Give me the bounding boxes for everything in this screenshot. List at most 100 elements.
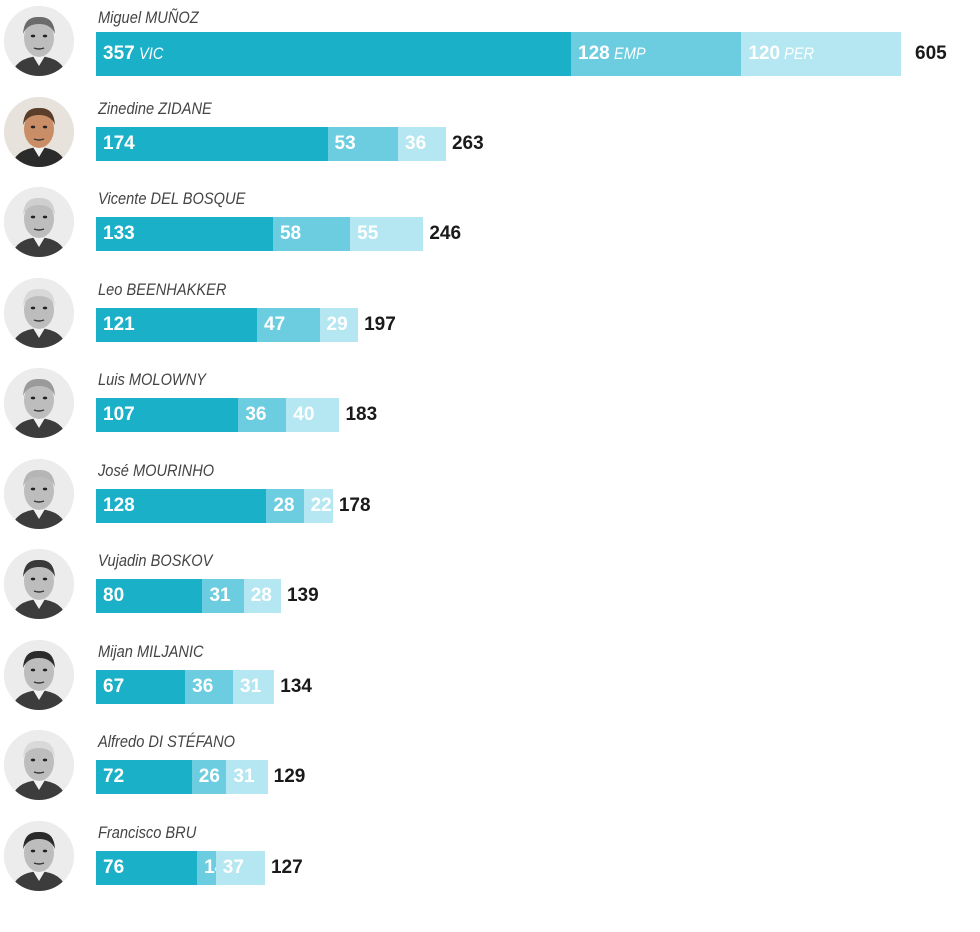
bar-segment-vic xyxy=(96,308,257,342)
bar-segment-vic xyxy=(96,32,572,76)
segment-value: 58 xyxy=(279,223,302,244)
total-value: 183 xyxy=(345,404,378,425)
bar-segment-per xyxy=(319,308,359,342)
segment-value-label: 40 xyxy=(293,398,314,432)
coach-name: Mijan MILJANIC xyxy=(98,642,204,661)
bar-segment-per xyxy=(350,217,424,251)
segment-value-label: 26 xyxy=(199,760,220,794)
bar-segment-emp xyxy=(272,217,351,251)
segment-value: 22 xyxy=(310,495,332,516)
segment-value-label: 31 xyxy=(240,670,261,704)
bar-segment-per xyxy=(303,489,333,523)
segment-value-label: 37 xyxy=(223,851,244,885)
segment-value: 47 xyxy=(264,314,286,335)
segment-value-label: 31 xyxy=(209,579,230,613)
coach-row: Alfredo DI STÉFANO 72 26 31 129 xyxy=(0,726,980,816)
total-value: 246 xyxy=(429,223,462,244)
segment-value-label: 120 PER xyxy=(748,32,819,76)
segment-value: 120 xyxy=(748,43,781,64)
coach-portrait-icon xyxy=(4,278,74,348)
coach-row: Zinedine ZIDANE 174 53 36 263 xyxy=(0,93,980,183)
segment-value: 36 xyxy=(245,404,267,425)
bar-segment-emp xyxy=(238,398,287,432)
total-value: 605 xyxy=(915,43,947,64)
segment-value: 121 xyxy=(103,314,135,335)
coach-name: Alfredo DI STÉFANO xyxy=(98,732,236,751)
segment-value-label: 121 xyxy=(103,308,135,342)
segment-value: 357 xyxy=(103,43,135,64)
coach-row: Luis MOLOWNY 107 36 40 183 xyxy=(0,364,980,454)
segment-value: 55 xyxy=(357,223,379,244)
coach-row: Vicente DEL BOSQUE 133 58 55 246 xyxy=(0,183,980,273)
total-value: 197 xyxy=(364,314,396,335)
segment-value-label: 128 xyxy=(103,489,135,523)
segment-value-label: 80 xyxy=(103,579,124,613)
coach-name: José MOURINHO xyxy=(98,461,215,480)
segment-value-label: 67 xyxy=(103,670,124,704)
coach-row: José MOURINHO 128 28 22 178 xyxy=(0,455,980,545)
segment-value-label: 22 xyxy=(311,489,332,523)
coach-name: Vujadin BOSKOV xyxy=(98,551,213,570)
bar-segment-per xyxy=(226,760,268,794)
bar-segment-per xyxy=(243,579,281,613)
segment-category-label: EMP xyxy=(613,44,646,63)
total-value: 263 xyxy=(451,133,484,154)
segment-value: 174 xyxy=(103,133,135,154)
bar-segment-per xyxy=(398,127,446,161)
total-value: 134 xyxy=(280,676,312,697)
coach-portrait-icon xyxy=(4,730,74,800)
bar-segment-per xyxy=(215,851,265,885)
total-value: 178 xyxy=(338,495,371,516)
bar-segment-vic xyxy=(96,489,267,523)
segment-value: 133 xyxy=(103,223,135,244)
coach-name: Leo BEENHAKKER xyxy=(98,280,227,299)
segment-value: 40 xyxy=(293,404,315,425)
segment-value: 31 xyxy=(240,676,262,697)
segment-value: 29 xyxy=(326,314,348,335)
coach-row: Francisco BRU 76 14 37 127 xyxy=(0,817,980,907)
segment-value-label: 36 xyxy=(192,670,213,704)
segment-value: 26 xyxy=(198,766,220,787)
bar-segment-emp xyxy=(571,32,742,76)
bar-segment-vic xyxy=(96,579,203,613)
segment-value-label: 133 xyxy=(103,217,135,251)
segment-value-label: 174 xyxy=(103,127,135,161)
bar-segment-emp xyxy=(257,308,320,342)
bar-segment-emp xyxy=(266,489,304,523)
segment-value-label: 76 xyxy=(103,851,124,885)
segment-value-label: 128 EMP xyxy=(578,32,651,76)
segment-value-label: 36 xyxy=(405,127,426,161)
segment-value-label: 53 xyxy=(335,127,356,161)
segment-value-label: 357 VIC xyxy=(103,32,167,76)
bar-segment-vic xyxy=(96,217,273,251)
segment-value-label: 58 xyxy=(280,217,301,251)
segment-value: 128 xyxy=(103,495,135,516)
segment-value: 37 xyxy=(222,857,244,878)
bar-segment-emp xyxy=(327,127,399,161)
segment-value: 36 xyxy=(192,676,214,697)
segment-value: 128 xyxy=(578,43,610,64)
coach-portrait-icon xyxy=(4,459,74,529)
coach-portrait-icon xyxy=(4,97,74,167)
segment-value: 28 xyxy=(273,495,295,516)
bar-segment-vic xyxy=(96,760,192,794)
bar-segment-vic xyxy=(96,127,328,161)
segment-value: 28 xyxy=(250,585,272,606)
coach-portrait-icon xyxy=(4,187,74,257)
coach-row: Vujadin BOSKOV 80 31 28 139 xyxy=(0,545,980,635)
segment-value-label: 36 xyxy=(245,398,266,432)
segment-value-label: 29 xyxy=(327,308,348,342)
segment-category-label: VIC xyxy=(138,44,164,63)
segment-value-label: 28 xyxy=(251,579,272,613)
coach-name: Zinedine ZIDANE xyxy=(98,99,212,118)
segment-category-label: PER xyxy=(784,44,815,63)
bar-segment-per xyxy=(233,670,275,704)
coach-portrait-icon xyxy=(4,6,74,76)
total-value: 127 xyxy=(270,857,303,878)
bar-segment-per xyxy=(741,32,901,76)
segment-value-label: 47 xyxy=(264,308,285,342)
bar-segment-emp xyxy=(191,760,227,794)
coach-portrait-icon xyxy=(4,368,74,438)
segment-value-label: 31 xyxy=(233,760,254,794)
